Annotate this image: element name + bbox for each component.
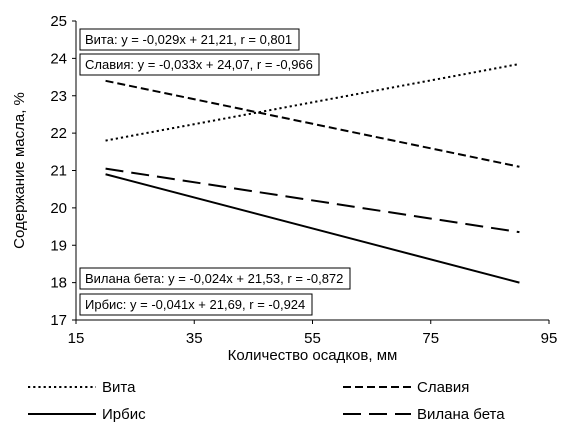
annotation-text: Славия: y = -0,033x + 24,07, r = -0,966 bbox=[85, 57, 313, 72]
x-tick-label: 35 bbox=[186, 330, 203, 347]
x-tick-label: 55 bbox=[304, 330, 321, 347]
legend-item: Славия bbox=[343, 379, 469, 396]
series-line-3 bbox=[105, 173, 520, 284]
y-tick-label: 20 bbox=[50, 200, 67, 217]
annotation-box bbox=[79, 53, 320, 76]
y-tick-label: 21 bbox=[50, 163, 67, 180]
y-axis-label: Содержание масла, % bbox=[11, 92, 28, 249]
equation-annotation: Ирбис: y = -0,041x + 21,69, r = -0,924 bbox=[79, 293, 313, 316]
annotation-text: Вилана бета: y = -0,024x + 21,53, r = -0… bbox=[85, 271, 343, 286]
annotation-text: Ирбис: y = -0,041x + 21,69, r = -0,924 bbox=[85, 297, 305, 312]
equation-annotation: Вилана бета: y = -0,024x + 21,53, r = -0… bbox=[79, 267, 351, 290]
annotation-box bbox=[79, 28, 300, 51]
y-tick-label: 23 bbox=[50, 88, 67, 105]
x-tick-label: 75 bbox=[422, 330, 439, 347]
legend-label: Вита bbox=[102, 379, 136, 396]
legend-label: Ирбис bbox=[102, 406, 146, 423]
series-line-2 bbox=[105, 79, 520, 168]
legend-label: Вилана бета bbox=[417, 406, 505, 423]
x-tick-label: 15 bbox=[68, 330, 85, 347]
equation-annotation: Славия: y = -0,033x + 24,07, r = -0,966 bbox=[79, 53, 320, 76]
x-tick-label: 95 bbox=[541, 330, 558, 347]
legend-item: Вита bbox=[28, 379, 136, 396]
x-axis-label: Количество осадков, мм bbox=[228, 347, 398, 364]
y-tick-label: 18 bbox=[50, 275, 67, 292]
y-tick-label: 22 bbox=[50, 125, 67, 142]
y-tick-label: 17 bbox=[50, 312, 67, 329]
series-line-4 bbox=[105, 167, 520, 234]
legend-item: Вилана бета bbox=[343, 406, 505, 423]
y-tick-label: 25 bbox=[50, 13, 67, 30]
legend-label: Славия bbox=[417, 379, 469, 396]
y-tick-label: 19 bbox=[50, 237, 67, 254]
annotation-text: Вита: y = -0,029x + 21,21, r = 0,801 bbox=[85, 32, 292, 47]
equation-annotation: Вита: y = -0,029x + 21,21, r = 0,801 bbox=[79, 28, 300, 51]
legend-item: Ирбис bbox=[28, 406, 146, 423]
annotation-box bbox=[79, 293, 313, 316]
y-tick-label: 24 bbox=[50, 50, 67, 67]
annotation-box bbox=[79, 267, 351, 290]
